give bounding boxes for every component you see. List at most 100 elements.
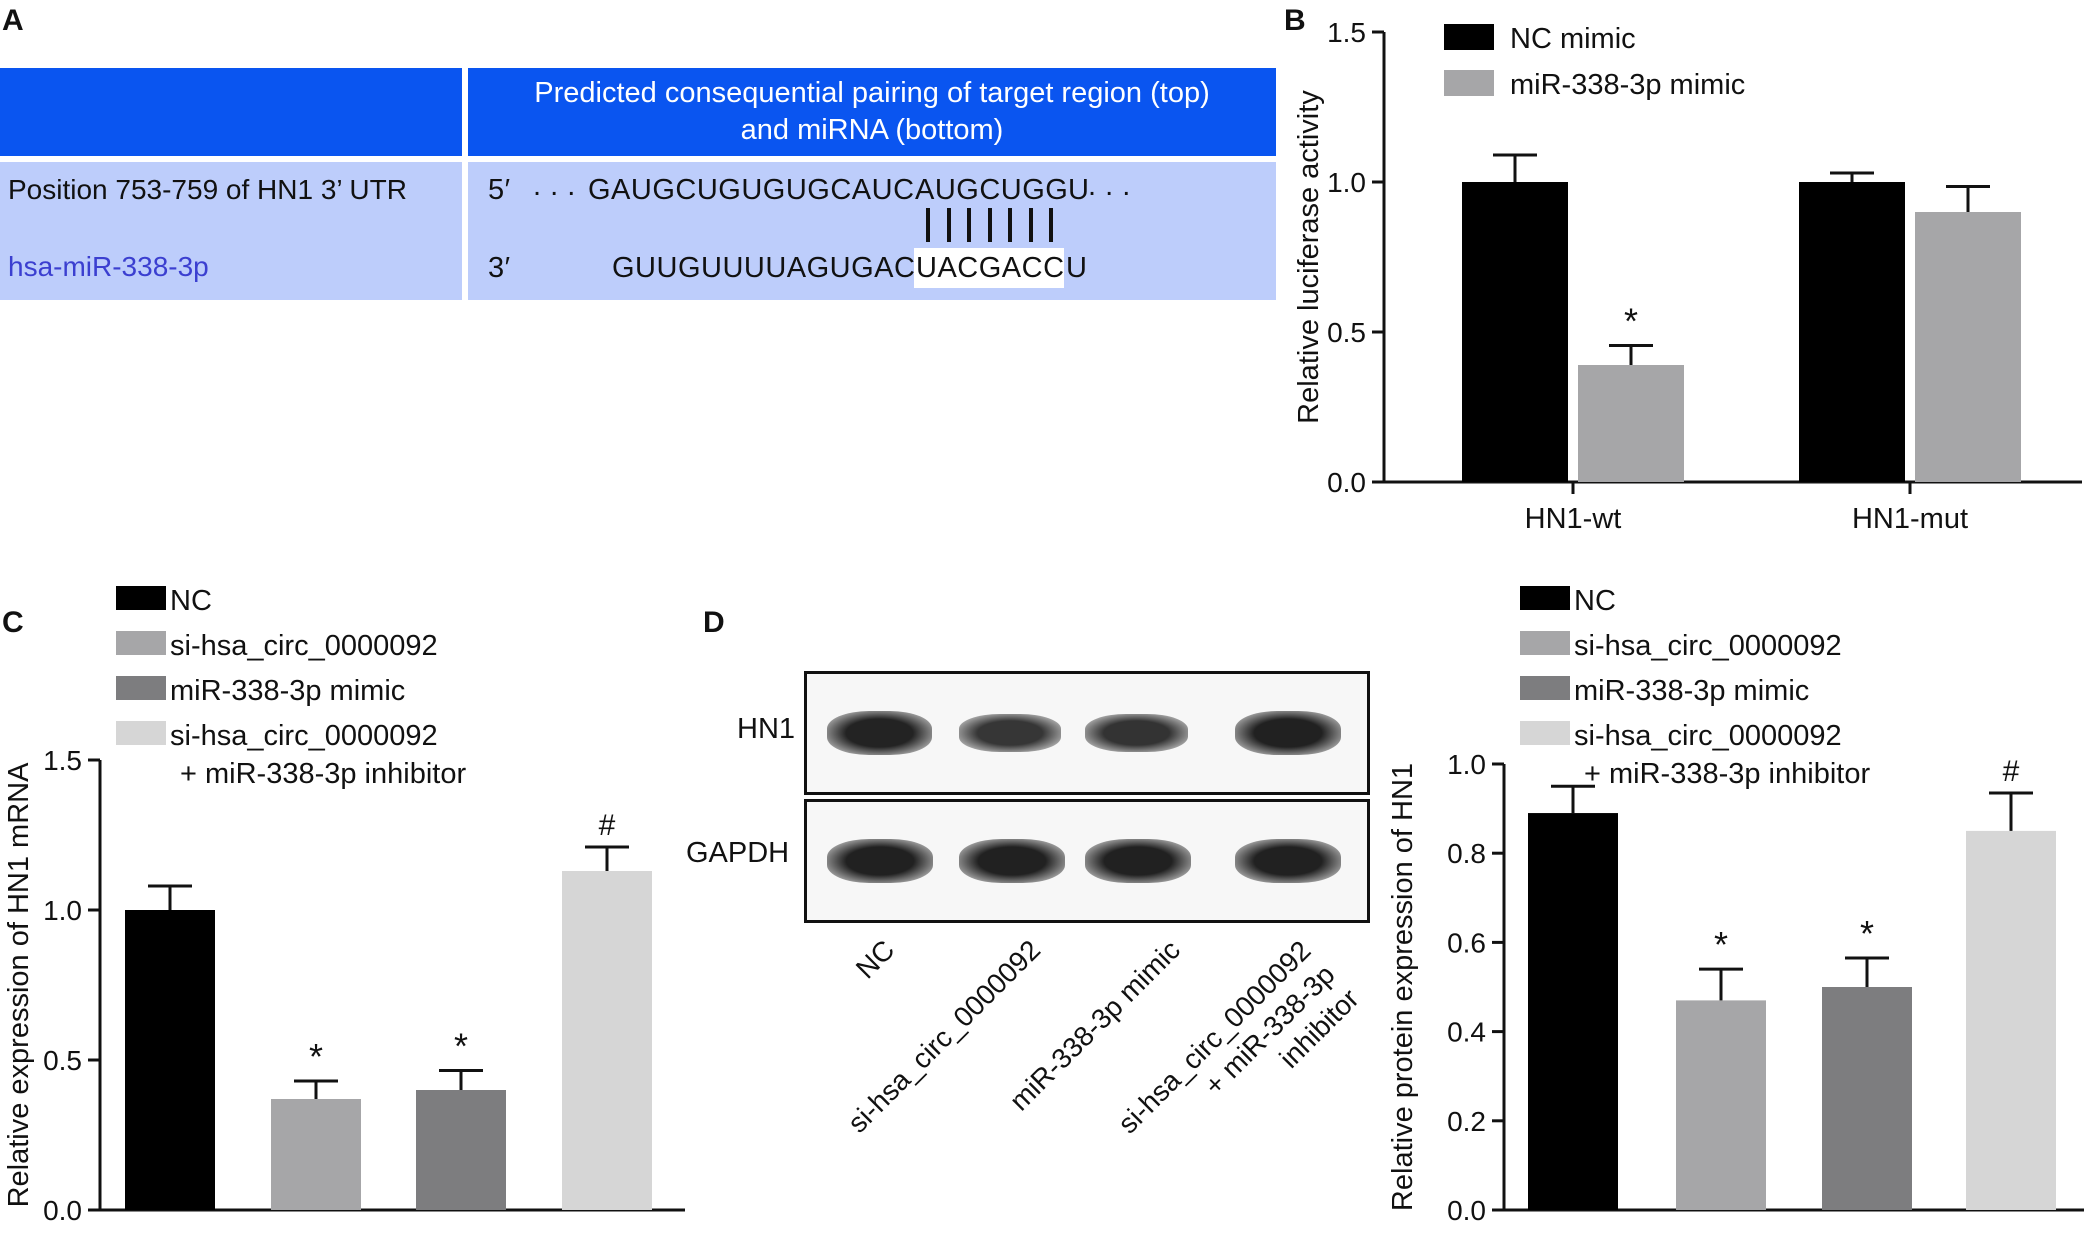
chart-b-legend-swatch <box>1444 24 1494 50</box>
chart-d-y-tick-label: 0.2 <box>1447 1106 1486 1137</box>
chart-d-y-tick-label: 1.0 <box>1447 749 1486 780</box>
mirna-tail: U <box>1066 252 1088 284</box>
chart-d-legend-swatch <box>1520 586 1570 610</box>
chart-b-bar <box>1578 365 1684 482</box>
chart-c-legend-label: + miR-338-3p inhibitor <box>180 758 466 790</box>
mirna-sequence: GUUGUUUUAGUGAC <box>612 252 916 284</box>
chart-d-y-tick-label: 0.4 <box>1447 1017 1486 1048</box>
pairing-line <box>1028 208 1033 242</box>
pairing-line <box>987 208 992 242</box>
chart-b-bar <box>1799 182 1905 482</box>
chart-c-significance-mark: * <box>454 1026 468 1067</box>
chart-d-bar <box>1676 1000 1766 1210</box>
chart-d-legend-label: si-hsa_circ_0000092 <box>1574 630 1842 662</box>
chart-d-legend-label: + miR-338-3p inhibitor <box>1584 758 1870 790</box>
chart-d-bar <box>1822 987 1912 1210</box>
chart-d-bar <box>1966 830 2056 1210</box>
target-dots-right: . . . <box>1088 170 1131 202</box>
chart-c-significance-mark: * <box>309 1036 323 1077</box>
chart-d-legend-label: miR-338-3p mimic <box>1574 675 1809 707</box>
table-header: Predicted consequential pairing of targe… <box>468 68 1276 156</box>
pairing-line <box>926 208 930 242</box>
chart-c-legend-swatch <box>116 721 166 745</box>
chart-b-y-tick-label: 0.0 <box>1327 467 1366 498</box>
pairing-line <box>1049 208 1053 242</box>
chart-c-y-tick-label: 0.0 <box>43 1195 82 1226</box>
gapdh-band <box>1235 838 1341 884</box>
blot-hn1-panel <box>804 671 1370 795</box>
chart-b-bar <box>1462 182 1568 482</box>
chart-d-significance-mark: * <box>1714 924 1728 965</box>
chart-c-bar <box>125 910 215 1210</box>
chart-b-significance-mark: * <box>1624 301 1638 342</box>
chart-b-legend-label: NC mimic <box>1510 23 1636 55</box>
chart-b-x-tick-label: HN1-mut <box>1852 503 1968 535</box>
mirna-label: hsa-miR-338-3p <box>8 251 209 282</box>
chart-c-y-tick-label: 1.5 <box>43 745 82 776</box>
chart-c-legend-label: NC <box>170 585 212 617</box>
chart-d-y-tick-label: 0.8 <box>1447 838 1486 869</box>
target-seed: AUGCUGG <box>915 174 1069 206</box>
chart-d-bar <box>1528 813 1618 1210</box>
chart-c: 0.0 0.5 1.0 1.5 Relative expression of HN1 m… <box>3 585 685 1226</box>
seed-highlight <box>914 248 1064 288</box>
table-body-right <box>468 162 1276 300</box>
target-position-label: Position 753-759 of HN1 3’ UTR <box>8 174 407 205</box>
chart-d-y-axis-label: Relative protein expression of HN1 <box>1387 763 1419 1211</box>
chart-c-legend-label: si-hsa_circ_0000092 <box>170 720 438 752</box>
hn1-band <box>827 710 933 756</box>
panel-b-letter: B <box>1284 4 1306 37</box>
chart-c-legend-swatch <box>116 631 166 655</box>
chart-d: 0.0 0.2 0.4 0.6 0.8 1.0 Relative protein expre… <box>1387 585 2084 1226</box>
chart-d-legend-label: NC <box>1574 585 1616 617</box>
chart-d-y-tick-label: 0.6 <box>1447 927 1486 958</box>
blot-gapdh-panel <box>804 799 1370 923</box>
chart-c-legend-swatch <box>116 676 166 700</box>
chart-d-y-tick-label: 0.0 <box>1447 1195 1486 1226</box>
chart-c-legend-label: miR-338-3p mimic <box>170 675 405 707</box>
mirna-prime: 3′ <box>488 252 511 284</box>
chart-d-legend-swatch <box>1520 676 1570 700</box>
gapdh-band <box>1085 838 1191 884</box>
hn1-band <box>1235 710 1341 756</box>
chart-b-y-tick-label: 1.5 <box>1327 17 1366 48</box>
blot-label-hn1: HN1 <box>737 713 796 745</box>
table-header-text: Predicted consequential pairing of targe… <box>534 77 1210 146</box>
chart-d-significance-mark: # <box>2003 755 2020 788</box>
chart-d-legend-swatch <box>1520 721 1570 745</box>
hn1-band <box>959 714 1061 752</box>
hn1-band <box>1085 713 1188 753</box>
chart-c-significance-mark: # <box>599 809 616 842</box>
chart-c-legend-label: si-hsa_circ_0000092 <box>170 630 438 662</box>
target-sequence: GAUGCUGUGUGCAUC <box>588 174 915 206</box>
chart-b-x-tick-label: HN1-wt <box>1525 503 1622 535</box>
panel-c-letter: C <box>2 606 24 639</box>
table-header-left <box>0 68 462 156</box>
chart-c-bar <box>562 871 652 1210</box>
lane-label-nc: NC <box>849 934 900 985</box>
chart-b-y-tick-label: 0.5 <box>1327 317 1366 348</box>
pairing-line <box>946 208 951 242</box>
chart-d-legend-label: si-hsa_circ_0000092 <box>1574 720 1842 752</box>
chart-c-bar <box>271 1099 361 1210</box>
panel-d-letter: D <box>703 606 725 639</box>
target-dots-left: . . . <box>533 170 576 202</box>
table-body-left <box>0 162 462 300</box>
panel-a-letter: A <box>2 4 24 37</box>
chart-d-legend-swatch <box>1520 631 1570 655</box>
chart-c-legend-swatch <box>116 586 166 610</box>
pairing-line <box>967 208 971 242</box>
chart-b-legend-swatch <box>1444 70 1494 96</box>
gapdh-band <box>827 838 933 884</box>
pairing-line <box>1008 208 1012 242</box>
chart-b-legend-label: miR-338-3p mimic <box>1510 69 1745 101</box>
chart-c-bar <box>416 1090 506 1210</box>
chart-d-significance-mark: * <box>1860 913 1874 954</box>
chart-b-y-axis-label: Relative luciferase activity <box>1293 90 1325 424</box>
chart-b: 0.0 0.5 1.0 1.5 Relative luciferase activity… <box>1293 17 2082 535</box>
gapdh-band <box>959 838 1065 884</box>
chart-b-y-tick-label: 1.0 <box>1327 167 1366 198</box>
mirna-seed: UACGACC <box>916 252 1065 284</box>
target-tail: U <box>1068 174 1090 206</box>
chart-c-y-axis-label: Relative expression of HN1 mRNA <box>3 762 35 1207</box>
